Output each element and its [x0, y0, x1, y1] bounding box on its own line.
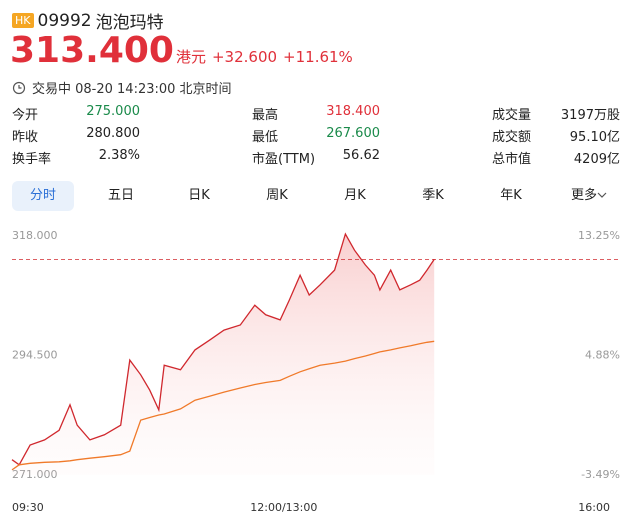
x-tick-label: 16:00 [578, 501, 610, 514]
header: HK 09992 泡泡玛特 [12, 8, 164, 33]
tab[interactable]: 周K [246, 181, 308, 211]
tab[interactable]: 月K [324, 181, 386, 211]
y-tick-label: 318.000 [12, 229, 58, 242]
tabs: 分时 五日 日K 周K 月K 季K 年K 更多 [12, 181, 620, 211]
tab-label: 季K [422, 188, 444, 203]
stat-value: 2.38% [98, 148, 140, 163]
tab[interactable]: 更多 [558, 181, 620, 211]
tab-label: 月K [344, 188, 366, 203]
area [12, 234, 435, 475]
y2-tick-label: 4.88% [585, 349, 620, 362]
stat-label: 最低 [252, 130, 279, 145]
stat-label: 最高 [252, 108, 279, 123]
tab[interactable]: 季K [402, 181, 464, 211]
tab[interactable]: 五日 [90, 181, 152, 211]
stat-value: 280.800 [86, 126, 140, 141]
stat-label: 昨收 [12, 130, 39, 145]
y2-tick-label: 13.25% [578, 229, 620, 242]
tab-label: 五日 [107, 188, 134, 203]
tab[interactable]: 分时 [12, 181, 74, 211]
stat-label: 今开 [12, 108, 39, 123]
series-line [11, 232, 435, 466]
change-pct: +11.61% [283, 48, 353, 66]
series-line [11, 340, 435, 471]
stock-code: 09992 [37, 10, 92, 31]
tab-label: 分时 [29, 188, 56, 203]
stat-value: 95.10亿 [569, 130, 620, 145]
stat: 最高 318.400 [252, 104, 380, 123]
stat: 成交量 3197万股 [492, 104, 620, 123]
tab-label: 更多 [570, 188, 597, 203]
y2-tick-label: -3.49% [581, 468, 620, 481]
stock-name: 泡泡玛特 [95, 13, 164, 33]
stat-label: 市盈(TTM) [252, 152, 316, 167]
currency: 港元 [175, 48, 206, 66]
stat-value: 318.400 [326, 104, 380, 119]
change: +32.600 [211, 48, 278, 66]
y-tick-label: 294.500 [12, 349, 58, 362]
stat-value: 56.62 [342, 148, 380, 163]
stat-value: 4209亿 [573, 152, 620, 167]
stat-value: 275.000 [86, 104, 140, 119]
tab-label: 周K [266, 188, 288, 203]
tab-label: 年K [500, 188, 522, 203]
tab[interactable]: 日K [168, 181, 230, 211]
stat-label: 总市值 [492, 152, 532, 167]
stat-label: 成交额 [492, 130, 532, 145]
stats: 今开 275.000 最高 318.400 成交量 3197万股昨收 280.800 最低 26… [12, 104, 620, 167]
chart: 318.000294.500271.00013.25%4.88%-3.49%09… [11, 229, 620, 514]
stat-value: 3197万股 [560, 108, 620, 123]
status: 交易中 08-20 14:23:00 北京时间 [12, 78, 232, 97]
clock-icon [12, 81, 26, 94]
stat-value: 267.600 [326, 126, 380, 141]
stat: 昨收 280.800 [12, 126, 140, 145]
market-badge: HK [12, 13, 34, 28]
tab[interactable]: 年K [480, 181, 542, 211]
status-text: 交易中 08-20 14:23:00 北京时间 [32, 82, 232, 97]
x-tick-label: 09:30 [12, 501, 44, 514]
stat-label: 换手率 [12, 152, 52, 167]
quote: 313.400 港元 +32.600 +11.61% [10, 30, 353, 71]
stat-label: 成交量 [492, 108, 532, 123]
tab-label: 日K [188, 188, 210, 203]
stat: 换手率 2.38% [12, 148, 140, 167]
x-tick-label: 12:00/13:00 [250, 501, 317, 514]
stat: 总市值 4209亿 [492, 148, 620, 167]
stat: 最低 267.600 [252, 126, 380, 145]
price: 313.400 [10, 30, 174, 71]
stat: 成交额 95.10亿 [492, 126, 620, 145]
chevron [597, 192, 607, 198]
stat: 市盈(TTM) 56.62 [252, 148, 380, 167]
stat: 今开 275.000 [12, 104, 140, 123]
